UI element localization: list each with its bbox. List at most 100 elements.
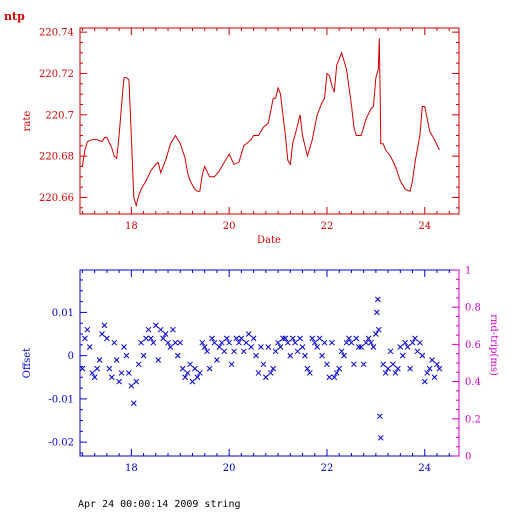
offset-data-point	[348, 339, 355, 346]
offset-data-point	[358, 344, 365, 350]
offset-data-point	[121, 344, 127, 350]
offset-data-point	[106, 365, 113, 372]
offset-data-point	[424, 370, 431, 376]
bottom-y-tick-label: 0.01	[52, 308, 74, 319]
offset-data-point	[328, 339, 335, 346]
offset-data-point	[353, 335, 360, 342]
offset-data-point	[182, 374, 188, 381]
offset-data-point	[338, 348, 345, 355]
offset-data-point	[341, 352, 347, 359]
offset-data-point	[387, 348, 394, 355]
offset-data-point	[284, 339, 291, 346]
top-y-axis-label: rate	[22, 111, 33, 132]
offset-data-point	[374, 296, 381, 303]
offset-data-point	[86, 344, 93, 350]
offset-data-point	[99, 331, 105, 337]
offset-data-point	[177, 339, 184, 346]
offset-data-point	[351, 361, 357, 368]
bottom-y2-tick-label: 0.8	[465, 303, 481, 314]
offset-data-point	[299, 344, 306, 350]
offset-data-point	[162, 331, 169, 337]
offset-data-point	[211, 339, 218, 346]
offset-data-point	[245, 331, 252, 337]
bottom-y-tick-label: 0	[68, 351, 74, 362]
offset-data-point	[343, 339, 350, 346]
offset-data-point	[407, 365, 413, 372]
offset-data-point	[194, 374, 201, 381]
offset-data-point	[84, 326, 91, 333]
offset-data-point	[209, 335, 215, 342]
offset-data-point	[187, 361, 193, 368]
offset-data-point	[204, 348, 211, 355]
offset-data-point	[336, 365, 343, 372]
offset-data-point	[397, 344, 404, 350]
offset-data-point	[167, 344, 174, 350]
bottom-x-tick-label: 22	[321, 463, 334, 474]
top-x-tick-label: 22	[321, 221, 334, 232]
offset-data-point	[155, 357, 162, 363]
offset-data-point	[390, 361, 396, 368]
offset-data-point	[126, 370, 132, 376]
offset-data-point	[82, 335, 88, 342]
offset-data-point	[399, 352, 406, 359]
offset-data-point	[319, 352, 325, 359]
offset-data-point	[214, 357, 220, 363]
offset-data-point	[365, 335, 372, 342]
top-plot-frame	[79, 27, 460, 215]
offset-data-point	[243, 339, 250, 346]
offset-data-point	[189, 378, 196, 385]
offset-data-point	[179, 365, 186, 372]
offset-data-point	[135, 361, 142, 368]
offset-data-point	[275, 339, 281, 346]
offset-data-point	[104, 335, 110, 342]
offset-data-point	[331, 374, 338, 381]
bottom-y2-tick-label: 0	[465, 452, 471, 463]
offset-data-point	[282, 335, 289, 342]
offset-data-point	[417, 339, 423, 346]
offset-data-point	[143, 335, 149, 342]
footer-timestamp: Apr 24 00:00:14 2009 string	[78, 499, 241, 510]
offset-data-point	[218, 339, 225, 346]
offset-data-point	[223, 335, 230, 342]
top-y-tick-label: 220.68	[39, 152, 74, 163]
offset-data-point	[272, 348, 279, 355]
offset-data-point	[395, 365, 401, 372]
offset-data-point	[233, 335, 240, 342]
bottom-right-axis-label: rnd-trip(ms)	[488, 314, 499, 376]
offset-data-point	[414, 348, 421, 355]
offset-data-point	[258, 344, 264, 350]
bottom-y-tick-label: -0.02	[48, 438, 74, 449]
offset-data-point	[311, 339, 318, 346]
offset-data-point	[287, 352, 294, 359]
top-x-tick-label: 20	[223, 221, 236, 232]
offset-data-point	[157, 326, 164, 333]
offset-data-point	[101, 322, 108, 329]
offset-data-point	[402, 339, 409, 346]
bottom-x-tick-label: 18	[125, 463, 138, 474]
offset-data-point	[280, 335, 286, 342]
bottom-y2-tick-label: 0.2	[465, 414, 481, 425]
offset-data-point	[201, 344, 208, 350]
offset-data-point	[277, 344, 284, 350]
top-x-tick-label: 18	[125, 221, 138, 232]
offset-data-point	[363, 339, 369, 346]
offset-data-point	[108, 374, 115, 381]
offset-data-point	[248, 344, 255, 350]
offset-data-point	[94, 365, 100, 372]
offset-data-point	[292, 339, 299, 346]
offset-data-point	[304, 365, 311, 372]
offset-data-point	[404, 344, 411, 350]
offset-data-point	[240, 348, 247, 355]
rate-series-line	[81, 38, 440, 208]
bottom-y-tick-label: -0.01	[48, 394, 74, 405]
offset-data-point	[380, 361, 387, 368]
offset-data-point	[113, 357, 120, 363]
offset-data-point	[206, 365, 213, 372]
offset-data-point	[116, 378, 122, 385]
offset-data-point	[228, 361, 235, 368]
offset-data-point	[267, 370, 274, 376]
bottom-y-axis-label: Offset	[22, 348, 33, 378]
offset-data-point	[165, 339, 171, 346]
offset-data-point	[324, 361, 330, 368]
